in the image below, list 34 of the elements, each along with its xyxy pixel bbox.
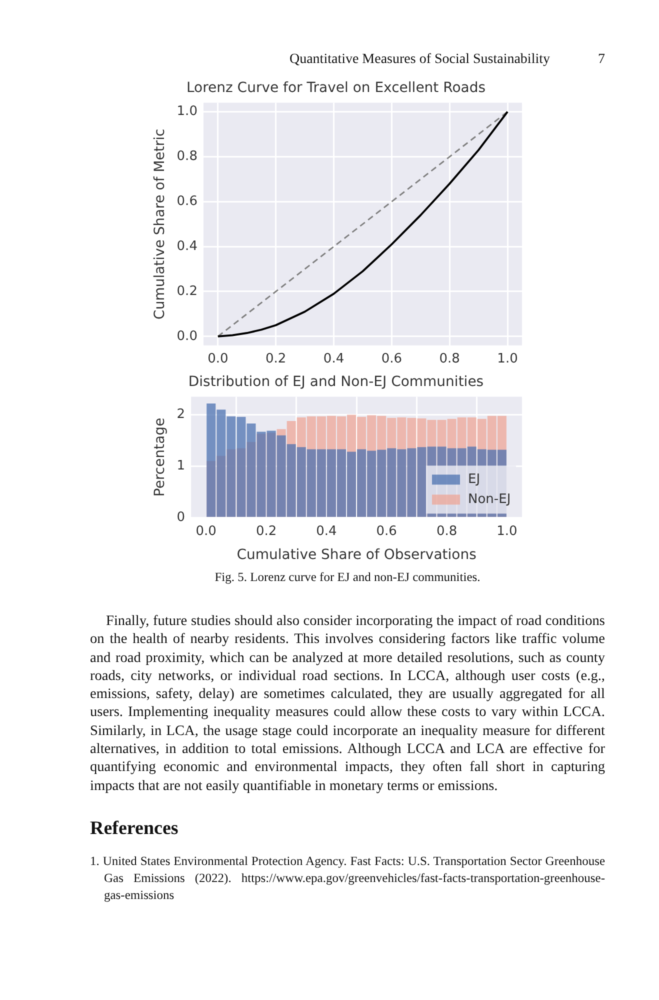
y-tick-label: 0.2 [176,284,198,299]
text: Finally, future studies should also consider incorporating the impact of road conditions on the health of nearby residents. This involves considering factors like traffic volume and road proximity, which can be analyzed at more detailed resolutions, such as county roads, city networks, or individual road sections. In LCCA, although user costs (e.g., emissions, safety, delay) are sometimes calculated, they are usually aggregated for all users. Implementing inequality measures could allow these costs to vary within LCCA. Similarly, in LCA, the usage stage could incorporate an inequality measure for different alternatives, in addition to total emissions. Although LCCA and LCA are effective for quantifying economic and environmental impacts, they often fall short in capturing impacts that are not easily quantifiable in monetary terms or emissions. [90,613,605,794]
x-tick-label: 0.0 [196,524,216,539]
y-tick-label: 1 [176,458,186,474]
y-tick-label: 2 [176,407,186,422]
x-tick-label: 0.2 [266,352,286,367]
x-tick-label: 0.8 [436,524,458,539]
x-tick-label: 0.4 [323,352,344,367]
x-tick-label: 0.0 [208,352,228,367]
x-tick-label: 0.4 [316,524,337,539]
y-tick-label: 1.0 [176,104,198,120]
y-tick-label: 0.8 [176,149,198,164]
x-tick-label: 0.8 [439,352,460,367]
text: 1. United States Environmental Protection Agency. Fast Facts: U.S. Transportation Sector Greenhouse Gas Emissions (2022). https://www.epa.gov/greenvehicles/fast-facts-transportation-greenhouse-gas-emissions [90,853,605,904]
text: Quantitative Measures of Social Sustainability [288,52,550,68]
y-axis-title: Percentage [152,418,168,497]
y-axis-title: Cumulative Share of Metric [152,128,168,320]
caption: Fig. 5. Lorenz curve for EJ and non-EJ communities. [214,570,482,585]
y-tick-label: 0.4 [176,238,198,254]
chart-title: Lorenz Curve for Travel on Excellent Roads [186,80,486,96]
legend-label: Non-EJ [468,492,511,507]
x-axis-title: Cumulative Share of Observations [236,547,476,564]
x-tick-label: 0.2 [256,524,277,539]
x-tick-label: 1.0 [496,524,518,539]
x-tick-label: 0.6 [376,524,397,539]
x-tick-label: 0.6 [381,352,402,367]
y-tick-label: 0 [176,510,186,525]
x-tick-label: 1.0 [497,352,518,367]
y-tick-label: 0.6 [176,194,198,210]
y-tick-label: 0.0 [176,328,198,344]
legend-label: EJ [468,472,480,487]
text: References [90,818,180,840]
chart-title: Distribution of EJ and Non-EJ Communities [188,374,484,390]
text: 7 [597,52,605,68]
